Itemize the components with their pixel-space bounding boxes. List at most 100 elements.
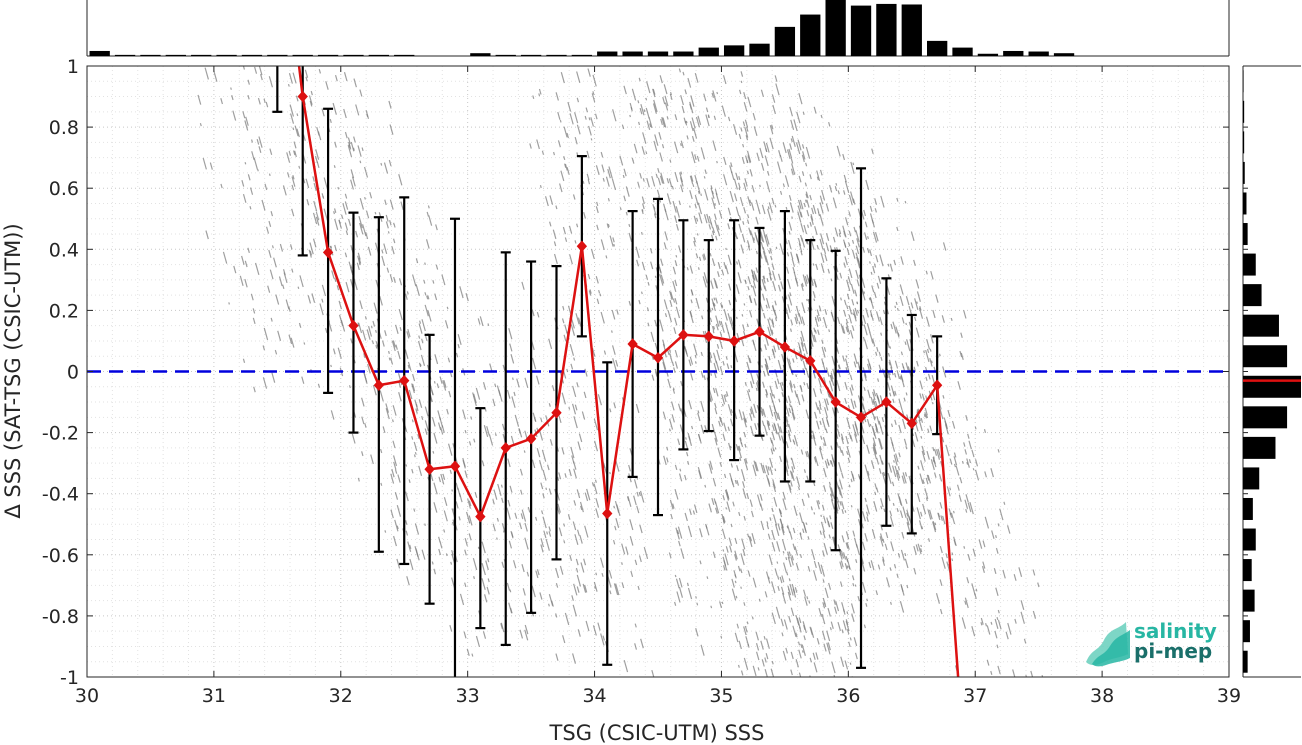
scatter-streak [927, 428, 930, 434]
scatter-streak [600, 151, 604, 158]
scatter-streak [642, 178, 645, 182]
scatter-streak [802, 521, 807, 532]
scatter-streak [789, 403, 792, 408]
scatter-streak [411, 436, 414, 440]
scatter-streak [612, 358, 617, 371]
scatter-streak [621, 562, 623, 565]
scatter-streak [370, 454, 374, 465]
scatter-streak [551, 600, 554, 607]
scatter-streak [759, 147, 764, 159]
scatter-streak [645, 274, 649, 280]
scatter-streak [640, 231, 643, 235]
right-hist-bar [1243, 70, 1244, 93]
scatter-streak [357, 477, 360, 482]
scatter-streak [710, 373, 713, 376]
scatter-streak [813, 372, 816, 379]
scatter-streak [548, 488, 552, 495]
scatter-streak [742, 143, 745, 148]
scatter-streak [848, 314, 853, 324]
scatter-streak [881, 472, 887, 485]
scatter-streak [572, 653, 577, 664]
right-hist-bar [1243, 589, 1255, 612]
scatter-streak [790, 119, 795, 130]
scatter-streak [795, 659, 799, 668]
scatter-streak [434, 293, 438, 301]
scatter-streak [296, 113, 299, 117]
scatter-streak [675, 578, 680, 589]
scatter-streak [806, 596, 809, 600]
scatter-streak [788, 230, 791, 235]
scatter-streak [813, 334, 817, 343]
scatter-streak [770, 255, 773, 261]
scatter-streak [854, 652, 858, 660]
scatter-streak [769, 466, 773, 475]
scatter-streak [767, 466, 770, 471]
scatter-streak [825, 367, 830, 377]
scatter-streak [691, 151, 696, 164]
scatter-streak [848, 242, 851, 247]
scatter-streak [869, 332, 874, 344]
scatter-streak [844, 397, 848, 404]
scatter-streak [872, 391, 876, 401]
scatter-streak [779, 576, 783, 584]
scatter-streak [673, 327, 677, 334]
scatter-streak [865, 307, 869, 318]
scatter-streak [651, 175, 656, 187]
mean-marker [728, 335, 740, 347]
scatter-streak [870, 271, 873, 275]
scatter-streak [364, 423, 367, 428]
scatter-streak [842, 225, 847, 238]
scatter-streak [734, 554, 737, 561]
scatter-streak [919, 473, 924, 485]
scatter-streak [723, 394, 727, 403]
scatter-streak [675, 206, 680, 218]
scatter-streak [576, 489, 581, 499]
scatter-streak [841, 449, 844, 456]
scatter-streak [555, 205, 558, 210]
scatter-streak [872, 443, 878, 454]
top-hist-bar [673, 51, 694, 56]
scatter-streak [301, 376, 305, 384]
scatter-streak [769, 517, 772, 521]
scatter-streak [840, 550, 845, 559]
scatter-streak [420, 354, 426, 367]
scatter-streak [289, 244, 293, 250]
scatter-streak [672, 266, 677, 275]
scatter-streak [752, 665, 757, 677]
scatter-streak [725, 265, 729, 275]
scatter-streak [774, 204, 777, 208]
scatter-streak [819, 445, 822, 451]
scatter-streak [896, 226, 899, 232]
scatter-streak [678, 473, 683, 482]
scatter-streak [822, 579, 825, 583]
scatter-streak [687, 587, 693, 600]
scatter-streak [347, 144, 353, 158]
scatter-streak [574, 240, 577, 244]
scatter-streak [753, 270, 758, 281]
scatter-streak [780, 435, 785, 444]
scatter-streak [447, 357, 451, 363]
scatter-streak [823, 398, 829, 411]
scatter-streak [813, 327, 816, 333]
scatter-streak [687, 460, 690, 465]
scatter-streak [772, 270, 776, 281]
scatter-streak [785, 557, 788, 561]
scatter-streak [840, 297, 842, 301]
scatter-streak [819, 214, 824, 226]
scatter-streak [314, 155, 318, 163]
scatter-streak [279, 243, 284, 252]
top-hist-bar [394, 54, 415, 56]
scatter-streak [846, 363, 851, 375]
scatter-streak [691, 425, 694, 430]
scatter-streak [392, 405, 397, 416]
scatter-streak [767, 326, 772, 337]
scatter-streak [1020, 600, 1025, 610]
scatter-streak [718, 320, 722, 326]
scatter-streak [981, 565, 985, 573]
scatter-streak [839, 272, 843, 279]
scatter-streak [711, 197, 716, 210]
scatter-streak [811, 430, 816, 440]
scatter-streak [751, 533, 756, 545]
scatter-streak [820, 521, 825, 533]
scatter-streak [712, 477, 717, 487]
